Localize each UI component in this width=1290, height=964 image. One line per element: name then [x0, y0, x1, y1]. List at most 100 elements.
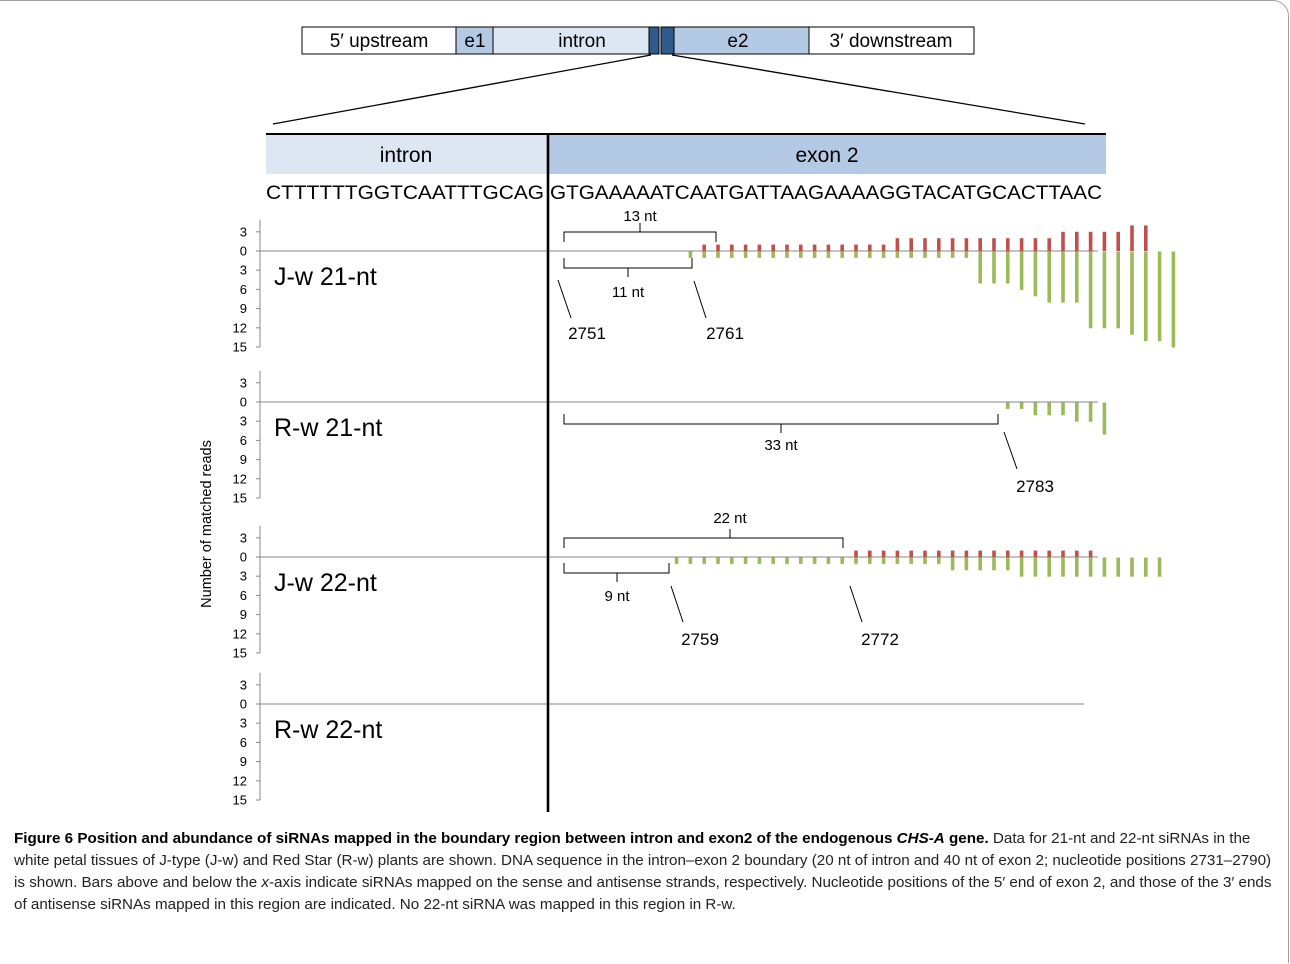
antisense-bar	[1033, 402, 1038, 416]
antisense-bar	[1019, 402, 1024, 409]
sense-bar	[1033, 238, 1038, 251]
panel-title: J-w 22-nt	[274, 569, 377, 597]
label-2772: 2772	[861, 630, 899, 649]
caption-body: Data for 21-nt and 22-nt siRNAs in the w…	[14, 830, 1272, 891]
y-axis-title: Number of matched reads	[199, 440, 215, 608]
exon-header-box	[548, 135, 1106, 174]
antisense-bar	[1075, 402, 1079, 422]
antisense-bar	[1144, 557, 1148, 577]
gene-segment-e2	[673, 26, 810, 55]
antisense-bar	[1171, 251, 1176, 348]
label-11nt: 11 nt	[612, 284, 645, 301]
sense-bar	[854, 550, 858, 557]
label-2751: 2751	[568, 324, 606, 343]
gene-label-e1: e1	[464, 31, 485, 52]
panel-2: 3 0 3 6 9 12 15 R-w 21-nt	[233, 370, 1107, 506]
sense-bar	[992, 550, 996, 557]
pointer-2761	[693, 280, 707, 319]
antisense-bar	[1116, 251, 1120, 329]
antisense-bar	[1006, 557, 1010, 571]
y-tick-label: 3	[240, 375, 247, 390]
antisense-bar	[978, 251, 982, 284]
gene-segment-upstream	[301, 26, 457, 55]
panel-1: 3 0 3 6 9 12 15 J-w 21-nt	[233, 219, 1176, 355]
antisense-bar	[702, 557, 706, 564]
sense-bar	[909, 550, 913, 557]
sense-bar	[1061, 550, 1065, 557]
sense-bar	[1102, 231, 1107, 251]
antisense-bar	[992, 557, 996, 571]
label-9nt: 9 nt	[604, 588, 630, 605]
antisense-bar	[1075, 251, 1079, 303]
y-tick-label: 3	[240, 224, 247, 239]
sense-bar	[730, 244, 734, 251]
y-tick-label: 6	[240, 735, 247, 750]
sense-bar	[743, 244, 748, 251]
panel-4: 3 0 3 6 9 12 15 R-w 22-nt	[233, 672, 1084, 808]
antisense-bar	[1075, 557, 1079, 577]
antisense-bar	[812, 251, 817, 258]
antisense-bar	[1088, 557, 1093, 577]
antisense-bar	[1102, 557, 1107, 577]
antisense-bar	[868, 557, 872, 564]
antisense-bar	[1019, 557, 1024, 577]
sense-bar	[1144, 225, 1148, 251]
antisense-bar	[1157, 557, 1162, 577]
y-tick-label: 15	[233, 793, 247, 808]
caption-title: Position and abundance of siRNAs mapped …	[77, 830, 893, 847]
label-22nt: 22 nt	[713, 510, 747, 527]
antisense-bar	[923, 557, 927, 564]
annotations-jw21: 13 nt 11 nt 2751 2761	[557, 208, 744, 343]
gene-segment-boundary-exon	[660, 26, 675, 55]
antisense-bar	[992, 251, 996, 284]
antisense-bar	[881, 251, 886, 258]
sense-bar	[1088, 231, 1093, 251]
antisense-bar	[785, 557, 789, 564]
pointer-2759	[670, 585, 684, 623]
caption-axis-letter: x	[261, 874, 269, 891]
bracket-11nt	[563, 258, 693, 277]
antisense-bar	[1144, 251, 1148, 342]
sense-bar	[923, 238, 927, 251]
label-2783: 2783	[1016, 477, 1054, 496]
intron-header-box	[266, 135, 548, 174]
sense-bar	[1047, 238, 1051, 251]
y-tick-label: 3	[240, 530, 247, 545]
antisense-bar	[868, 251, 872, 258]
sense-bar	[812, 244, 817, 251]
sense-bar	[1006, 238, 1010, 251]
exon-header-label: exon 2	[795, 144, 858, 167]
y-tick-label: 9	[240, 452, 247, 467]
antisense-bar	[854, 557, 858, 564]
sense-bar	[1075, 550, 1079, 557]
antisense-bar	[1130, 251, 1134, 335]
pointer-2772	[849, 585, 863, 623]
antisense-bar	[1116, 557, 1120, 577]
pointer-2751	[557, 279, 572, 319]
y-tick-label: 9	[240, 301, 247, 316]
sense-bar	[840, 244, 844, 251]
sense-bar	[937, 238, 941, 251]
pointer-2783	[1003, 431, 1018, 470]
sense-bar	[868, 550, 872, 557]
sense-bar	[1047, 550, 1051, 557]
antisense-bar	[1006, 251, 1010, 284]
antisense-bar	[937, 251, 941, 258]
gene-map: 5′ upstream e1 intron e2 3′ downstream	[272, 26, 1086, 125]
gene-label-intron: intron	[558, 31, 606, 52]
antisense-bar	[688, 557, 693, 564]
antisense-bar	[1047, 402, 1051, 416]
sense-bar	[881, 244, 886, 251]
sense-bar	[868, 244, 872, 251]
sense-bar	[895, 238, 900, 251]
antisense-bar	[1061, 402, 1065, 416]
antisense-bar	[1102, 402, 1107, 435]
bracket-13nt	[563, 223, 717, 242]
antisense-bar	[730, 251, 734, 258]
gene-label-downstream: 3′ downstream	[830, 31, 953, 52]
antisense-bar	[688, 251, 693, 258]
y-tick-label: 9	[240, 754, 247, 769]
antisense-bar	[1088, 402, 1093, 422]
sense-bar	[785, 244, 789, 251]
sense-bar	[937, 550, 941, 557]
